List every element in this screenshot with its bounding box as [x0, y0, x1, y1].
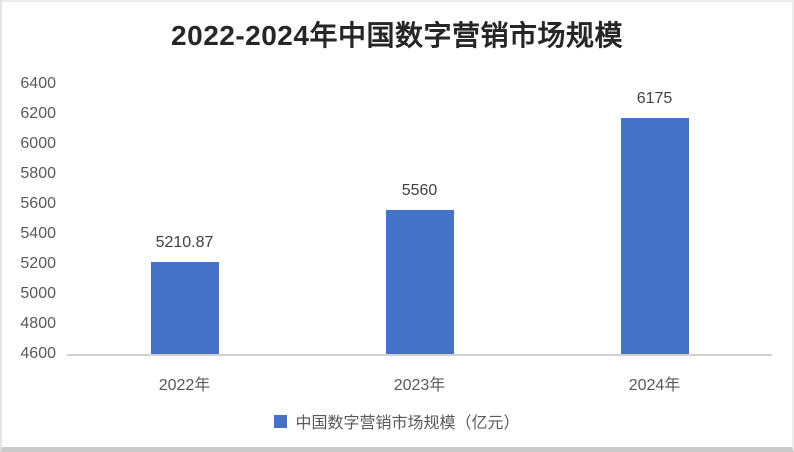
y-tick-label: 5000 — [20, 285, 56, 302]
x-tick-label: 2023年 — [393, 377, 446, 394]
y-tick-label: 4600 — [20, 345, 56, 362]
y-tick-label: 5400 — [20, 225, 56, 242]
bar-value-label: 6175 — [636, 89, 673, 107]
y-tick-label: 5200 — [20, 255, 56, 272]
y-tick-label: 6200 — [20, 105, 56, 122]
legend: 中国数字营销市场规模（亿元） — [2, 409, 792, 433]
bar-value-label: 5560 — [401, 182, 438, 199]
plot-area: 5210.87 5560 6175 — [67, 84, 772, 356]
x-axis-labels: 2022年 2023年 2024年 — [67, 365, 772, 395]
y-axis: 6400 6200 6000 5800 5600 5400 5200 5000 4800 4600 — [2, 75, 60, 362]
legend-swatch — [274, 414, 288, 428]
bar-2024年 — [620, 117, 689, 354]
legend-label: 中国数字营销市场规模（亿元） — [295, 415, 520, 432]
x-tick-label: 2022年 — [158, 377, 211, 394]
bar-2022年 — [150, 262, 219, 354]
bar-2023年 — [385, 210, 454, 354]
y-tick-label: 5800 — [20, 165, 56, 182]
x-tick-label: 2024年 — [628, 377, 681, 394]
y-tick-label: 6400 — [20, 75, 56, 92]
y-tick-label: 6000 — [20, 135, 56, 152]
y-tick-label: 5600 — [20, 195, 56, 212]
y-tick-label: 4800 — [20, 315, 56, 332]
bar-value-label: 5210.87 — [155, 234, 214, 252]
chart-title: 2022-2024年中国数字营销市场规模 — [171, 20, 623, 51]
